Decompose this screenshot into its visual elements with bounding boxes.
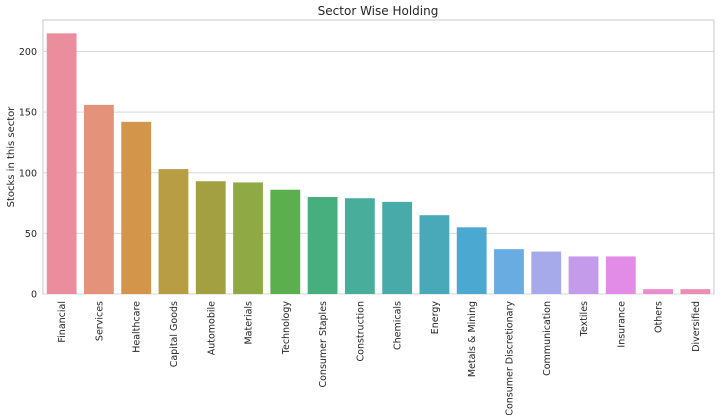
bar-metals-mining: [456, 227, 487, 294]
bar-automobile: [195, 181, 226, 294]
bar-services: [84, 104, 114, 295]
x-tick-label: Services: [94, 301, 105, 341]
x-tick-label: Consumer Staples: [318, 301, 329, 388]
bar-financial: [46, 33, 77, 295]
plot-area: [42, 19, 715, 295]
bar-materials: [233, 182, 263, 294]
chart-title: Sector Wise Holding: [318, 4, 439, 18]
y-tick-label: 0: [31, 290, 37, 301]
gridlines: [43, 51, 714, 295]
y-tick-label: 100: [19, 168, 37, 179]
x-tick-label: Communication: [542, 301, 553, 376]
bar-construction: [344, 198, 375, 294]
x-tick-label: Healthcare: [132, 301, 143, 353]
y-axis-ticks: 0 50 100 150 200: [19, 47, 37, 300]
bar-healthcare: [121, 121, 152, 295]
bar-diversified: [680, 289, 711, 294]
bar-chemicals: [382, 201, 413, 294]
y-tick-label: 150: [19, 108, 37, 119]
x-tick-label: Technology: [281, 301, 292, 356]
x-tick-label: Metals & Mining: [467, 301, 478, 377]
bar-technology: [270, 189, 301, 294]
bar-communication: [531, 251, 562, 294]
x-tick-label: Chemicals: [393, 301, 404, 350]
x-tick-label: Construction: [355, 301, 366, 362]
bar-consumer-staples: [307, 197, 338, 294]
x-axis-ticks: Financial Services Healthcare Capital Goods…: [57, 301, 702, 415]
bar-consumer-discretionary: [494, 249, 524, 294]
bars: [46, 33, 711, 295]
bar-energy: [419, 215, 450, 294]
y-tick-label: 50: [25, 229, 37, 240]
bar-others: [643, 289, 673, 294]
x-tick-label: Diversified: [691, 301, 702, 352]
bar-textiles: [568, 256, 599, 294]
x-tick-label: Insurance: [616, 301, 627, 348]
x-tick-label: Capital Goods: [169, 301, 180, 367]
x-tick-label: Automobile: [206, 301, 217, 355]
bar-insurance: [605, 256, 636, 294]
x-tick-label: Materials: [244, 301, 255, 345]
y-tick-label: 200: [19, 47, 37, 58]
bar-capital-goods: [158, 169, 189, 294]
x-tick-label: Others: [654, 301, 665, 333]
x-tick-label: Financial: [57, 301, 68, 343]
x-tick-label: Energy: [430, 301, 441, 335]
x-tick-label: Textiles: [579, 301, 590, 337]
y-axis-label: Stocks in this sector: [6, 106, 17, 208]
x-tick-label: Consumer Discretionary: [504, 301, 515, 415]
